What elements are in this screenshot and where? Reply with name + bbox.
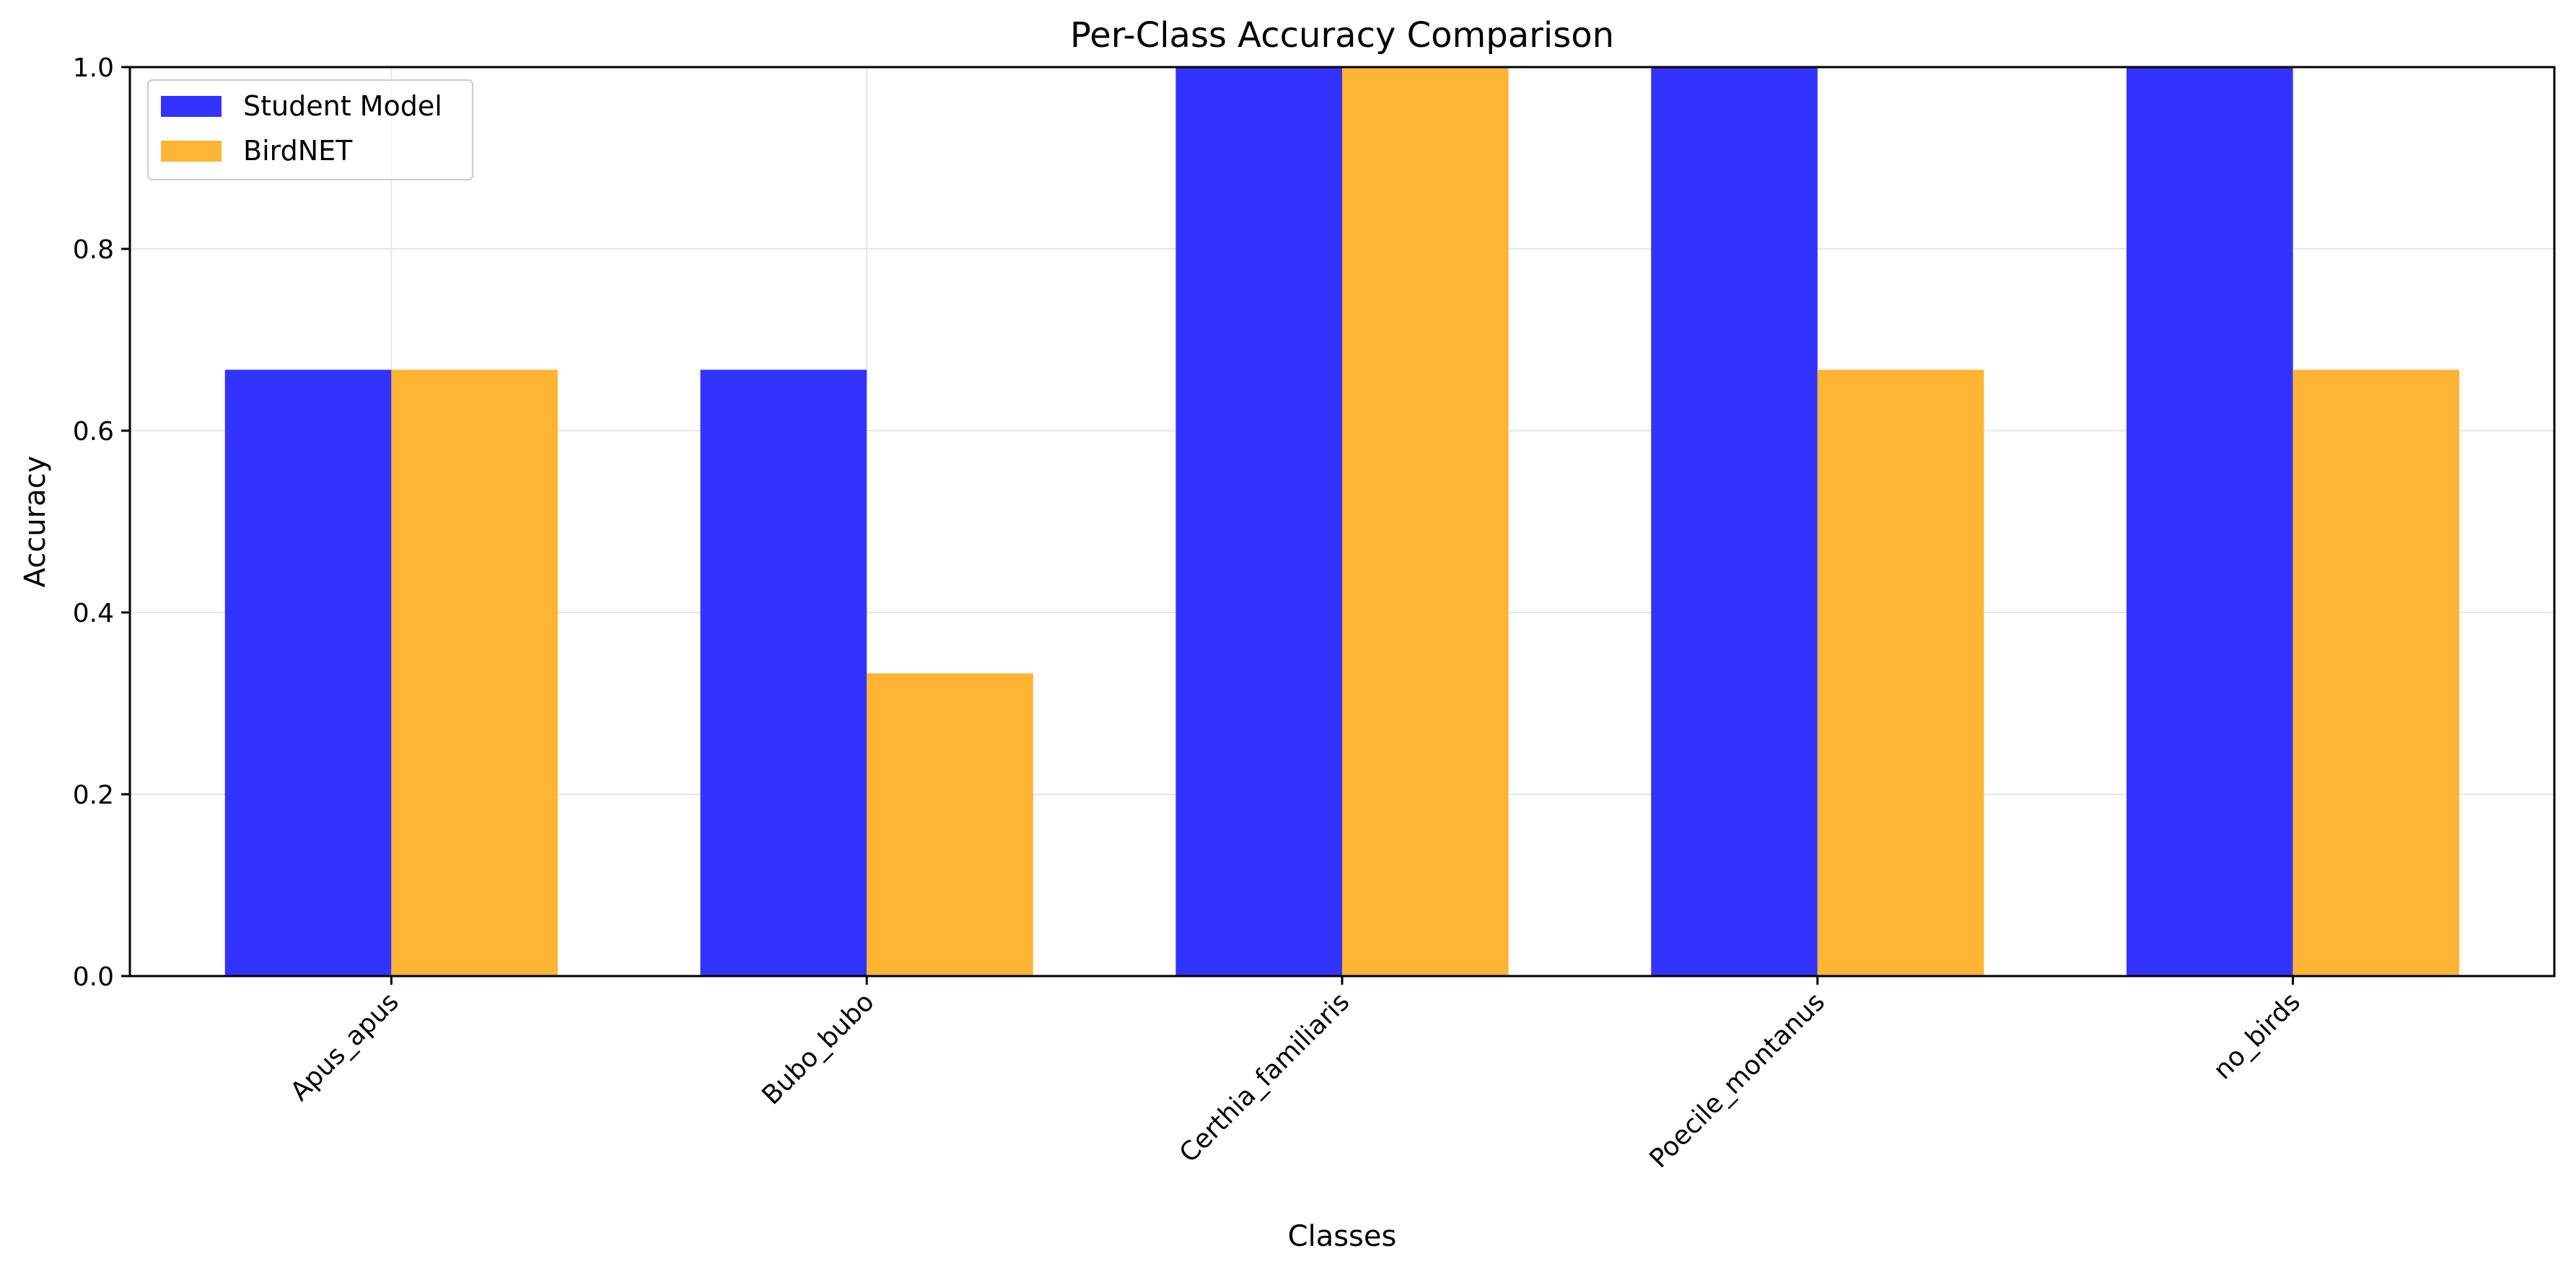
legend-label-student-model: Student Model: [243, 90, 442, 122]
bar-student-model-certhia_familiaris: [1175, 67, 1342, 976]
x-axis-title: Classes: [1288, 1220, 1397, 1253]
y-tick-label: 0.0: [73, 962, 114, 992]
legend-swatch-birdnet: [161, 141, 222, 162]
bar-student-model-bubo_bubo: [700, 369, 867, 976]
legend-label-birdnet: BirdNET: [243, 135, 353, 167]
legend-swatch-student-model: [161, 96, 222, 117]
bars: [224, 67, 2460, 976]
bar-student-model-poecile_montanus: [1651, 67, 1818, 976]
y-tick-label: 1.0: [73, 53, 114, 83]
bar-birdnet-poecile_montanus: [1817, 369, 1984, 976]
chart-title: Per-Class Accuracy Comparison: [1070, 15, 1614, 56]
bar-student-model-no_birds: [2126, 67, 2293, 976]
y-tick-label: 0.2: [73, 781, 114, 810]
bar-student-model-apus_apus: [224, 369, 392, 976]
y-tick-label: 0.8: [73, 235, 114, 265]
y-axis: 0.0 0.2 0.4 0.6 0.8 1.0: [73, 53, 130, 992]
y-tick-label: 0.6: [73, 417, 114, 447]
y-tick-label: 0.4: [73, 599, 114, 628]
bar-birdnet-apus_apus: [391, 369, 558, 976]
legend: Student Model BirdNET: [147, 79, 473, 180]
legend-box: [147, 79, 473, 180]
bar-birdnet-certhia_familiaris: [1342, 67, 1509, 976]
bar-birdnet-no_birds: [2292, 369, 2460, 976]
y-axis-title: Accuracy: [19, 456, 52, 588]
bar-birdnet-bubo_bubo: [867, 673, 1033, 976]
